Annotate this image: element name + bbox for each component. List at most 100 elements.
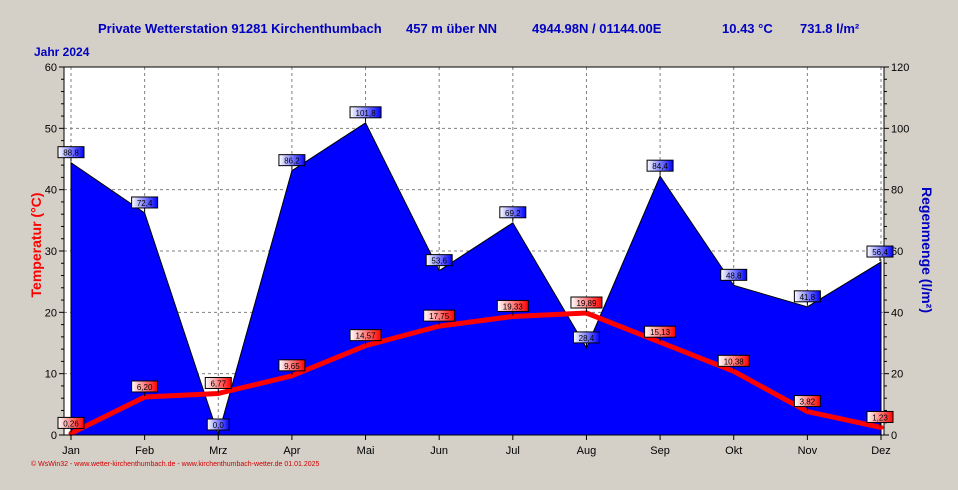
- left-tick-label: 0: [51, 430, 57, 442]
- x-tick-label: Jan: [62, 445, 80, 457]
- rain-value-label: 101,8: [349, 106, 382, 122]
- rain-value-label-text: 101,8: [356, 109, 377, 118]
- temp-value-label-text: 19,89: [576, 299, 597, 308]
- right-tick-label: 20: [891, 369, 903, 381]
- rain-value-label-text: 84,4: [652, 162, 668, 171]
- right-tick-label: 40: [891, 307, 903, 319]
- station-elevation: 457 m über NN: [406, 21, 498, 36]
- rain-value-label-text: 69,2: [505, 209, 521, 218]
- left-tick-label: 30: [45, 246, 57, 258]
- temp-value-label: 6,77: [204, 376, 232, 393]
- right-tick-label: 0: [891, 430, 897, 442]
- temp-value-label-text: 17,75: [429, 312, 450, 321]
- temp-value-label-box: [278, 359, 306, 372]
- x-tick-label: Sep: [650, 445, 670, 457]
- temp-value-label-text: 9,65: [284, 362, 300, 371]
- rain-value-label-text: 72,4: [137, 199, 153, 208]
- temp-value-label-box: [793, 395, 821, 408]
- rain-value-label-box: [646, 159, 674, 172]
- temp-value-label-box: [204, 376, 232, 389]
- rain-value-label: 0,0: [206, 418, 230, 434]
- temp-value-label-box: [866, 410, 894, 423]
- right-tick-label: 100: [891, 123, 909, 135]
- rain-value-label-text: 48,8: [726, 271, 742, 280]
- temp-value-label-box: [349, 329, 382, 342]
- temp-value-label: 0,26: [57, 416, 85, 433]
- left-axis-label: Temperatur (°C): [28, 192, 44, 298]
- x-tick-label: Jul: [506, 445, 520, 457]
- temp-value-label: 15,13: [644, 325, 677, 342]
- temp-value-label: 14,57: [349, 329, 382, 345]
- rain-value-label-box: [425, 254, 453, 267]
- x-tick-label: Mrz: [209, 445, 227, 457]
- rain-value-label-text: 28,4: [579, 334, 595, 343]
- rain-value-label: 84,4: [646, 159, 674, 176]
- temp-value-label: 10,38: [717, 354, 750, 371]
- rain-value-label-text: 41,8: [800, 293, 816, 302]
- left-tick-label: 20: [45, 307, 57, 319]
- rain-value-label-box: [131, 196, 159, 209]
- rain-value-label: 41,8: [793, 290, 821, 306]
- total-rainfall: 731.8 l/m²: [800, 21, 860, 36]
- left-tick-label: 50: [45, 123, 57, 135]
- x-tick-label: Apr: [283, 445, 300, 457]
- x-tick-label: Okt: [725, 445, 742, 457]
- footer-credits: © WsWin32 - www.wetter-kirchenthumbach.d…: [31, 461, 320, 468]
- right-tick-label: 60: [891, 246, 903, 258]
- temp-value-label-box: [57, 416, 85, 429]
- temp-value-label-text: 6,77: [210, 379, 226, 388]
- rain-value-label-box: [349, 106, 382, 119]
- year-label: Jahr 2024: [34, 45, 90, 59]
- rain-value-label-text: 86,2: [284, 157, 300, 166]
- rain-value-label: 48,8: [720, 268, 748, 285]
- rain-value-label-box: [206, 418, 230, 431]
- right-axis-label: Regenmenge (l/m²): [919, 186, 935, 314]
- rain-value-label-text: 53,6: [431, 257, 447, 266]
- right-tick-label: 120: [891, 62, 909, 74]
- temp-value-label-box: [644, 325, 677, 338]
- temp-value-label-box: [423, 309, 456, 322]
- temp-value-label: 6,20: [131, 380, 159, 396]
- rain-value-label-box: [720, 268, 748, 281]
- x-tick-label: Mai: [357, 445, 375, 457]
- rain-value-label-box: [572, 331, 600, 344]
- temp-value-label-text: 1,23: [872, 413, 888, 422]
- temp-value-label-text: 3,82: [800, 398, 816, 407]
- temp-value-label-text: 19,33: [503, 302, 524, 311]
- station-name: Private Wetterstation 91281 Kirchenthumb…: [98, 21, 382, 36]
- rain-value-label-box: [793, 290, 821, 303]
- temp-value-label-text: 14,57: [356, 332, 377, 341]
- rain-value-label-box: [866, 245, 894, 258]
- rain-value-label: 56,4: [866, 245, 894, 262]
- rain-value-label-text: 88,8: [63, 149, 79, 158]
- rain-value-label: 88,8: [57, 146, 85, 162]
- temp-value-label: 9,65: [278, 359, 306, 375]
- x-tick-label: Nov: [798, 445, 818, 457]
- left-tick-label: 10: [45, 369, 57, 381]
- temp-value-label-text: 6,20: [137, 383, 153, 392]
- rain-value-label: 53,6: [425, 254, 453, 270]
- right-tick-label: 80: [891, 185, 903, 197]
- temp-value-label-box: [717, 354, 750, 367]
- rain-value-label-box: [499, 206, 527, 219]
- temp-value-label: 19,89: [570, 296, 603, 313]
- left-tick-label: 40: [45, 185, 57, 197]
- rain-value-label: 72,4: [131, 196, 159, 212]
- rain-value-label-text: 0,0: [213, 421, 225, 430]
- temp-value-label-text: 15,13: [650, 328, 671, 337]
- rain-value-label: 86,2: [278, 154, 306, 170]
- temp-value-label-text: 0,26: [63, 419, 79, 428]
- temp-value-label: 3,82: [793, 395, 821, 411]
- rain-value-label-box: [278, 154, 306, 167]
- temp-value-label-box: [496, 299, 529, 312]
- temperature-line: [68, 310, 884, 436]
- left-tick-label: 60: [45, 62, 57, 74]
- average-temperature: 10.43 °C: [722, 21, 773, 36]
- x-tick-label: Aug: [577, 445, 597, 457]
- rain-value-label: 69,2: [499, 206, 527, 222]
- rain-value-label-text: 56,4: [872, 248, 888, 257]
- x-tick-label: Jun: [430, 445, 448, 457]
- temp-value-label-text: 10,38: [724, 357, 745, 366]
- station-coordinates: 4944.98N / 01144.00E: [532, 21, 662, 36]
